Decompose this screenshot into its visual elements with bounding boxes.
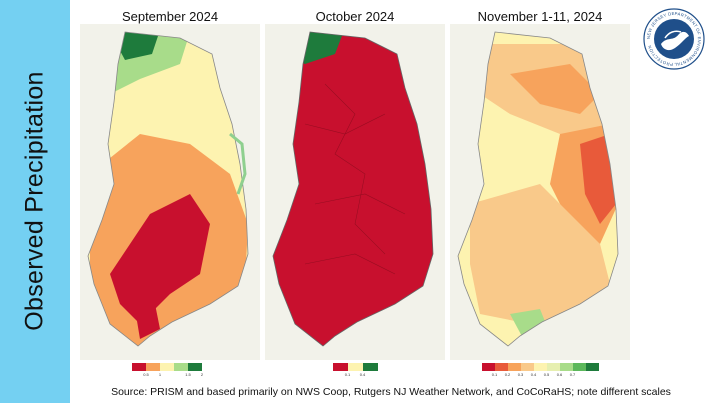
- legend-tick: 0.1: [491, 372, 498, 377]
- legend-tick: 0.3: [517, 372, 524, 377]
- legend-tick: 1.5: [185, 372, 191, 377]
- legend-swatch: [573, 363, 586, 371]
- legend-swatch: [560, 363, 573, 371]
- legend-november: [482, 363, 599, 371]
- panel-title-october: October 2024: [315, 9, 395, 24]
- legend-swatch: [586, 363, 599, 371]
- legend-swatch: [132, 363, 146, 371]
- legend-october: [333, 363, 378, 371]
- sidebar-title: Observed Precipitation: [20, 71, 49, 331]
- legend-swatch: [495, 363, 508, 371]
- panel-title-september: September 2024: [121, 9, 219, 24]
- legend-tick: 0.4: [359, 372, 366, 377]
- map-november: [450, 24, 630, 360]
- legend-tick: 0.2: [504, 372, 511, 377]
- legend-swatch: [482, 363, 495, 371]
- legend-swatch: [534, 363, 547, 371]
- legend-swatch: [188, 363, 202, 371]
- legend-swatch: [333, 363, 348, 371]
- legend-swatch: [348, 363, 363, 371]
- legend-september: [132, 363, 202, 371]
- legend-ticks-september: 0.5 1 1.5 2: [139, 372, 209, 378]
- legend-tick: 2: [200, 372, 204, 377]
- map-september: [80, 24, 260, 360]
- source-note: Source: PRISM and based primarily on NWS…: [111, 386, 671, 398]
- legend-tick: [370, 372, 385, 378]
- legend-tick: 1: [158, 372, 162, 377]
- legend-tick: 0.5: [543, 372, 550, 377]
- legend-tick: 0.5: [143, 372, 149, 377]
- nj-dep-seal-icon: NEW JERSEY DEPARTMENT OF ENVIRONMENTAL P…: [643, 8, 705, 70]
- sidebar: Observed Precipitation: [0, 0, 70, 403]
- legend-tick: [167, 372, 181, 378]
- map-october: [265, 24, 445, 360]
- legend-swatch: [508, 363, 521, 371]
- legend-swatch: [547, 363, 560, 371]
- legend-swatch: [521, 363, 534, 371]
- legend-swatch: [363, 363, 378, 371]
- panel-title-november: November 1-11, 2024: [477, 9, 603, 24]
- legend-tick: 0.7: [569, 372, 576, 377]
- legend-swatch: [160, 363, 174, 371]
- legend-ticks-october: 0.1 0.4: [340, 372, 385, 378]
- legend-tick: 0.1: [344, 372, 351, 377]
- legend-swatch: [174, 363, 188, 371]
- legend-swatch: [146, 363, 160, 371]
- legend-tick: 0.4: [530, 372, 537, 377]
- legend-ticks-november: 0.1 0.2 0.3 0.4 0.5 0.6 0.7: [488, 372, 579, 378]
- legend-tick: 0.6: [556, 372, 563, 377]
